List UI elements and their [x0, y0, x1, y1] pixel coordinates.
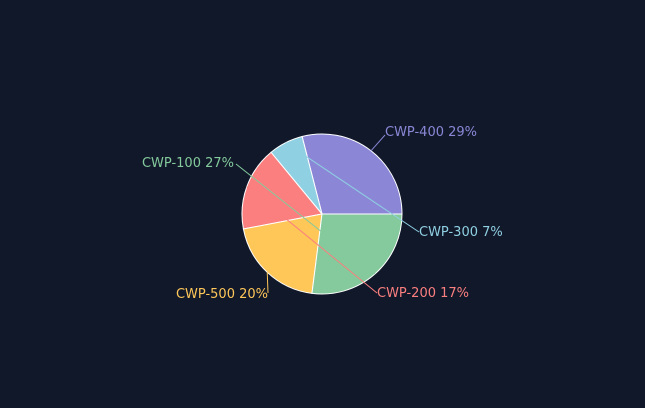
pie-label-leader-line [285, 142, 420, 233]
pie-label-leader-line [266, 272, 269, 294]
pie-label-leader-line [370, 134, 386, 152]
pie-slice-label: CWP-500 20% [176, 287, 268, 302]
pie-labels: CWP-400 29% CWP-300 7% CWP-200 17% CWP-500 … [142, 125, 503, 302]
pie-label-leader-line [235, 163, 376, 275]
pie-slice[interactable] [242, 213, 323, 294]
pie-slice-label: CWP-300 7% [419, 225, 503, 240]
pie-slice-label: CWP-400 29% [385, 125, 477, 140]
pie-slice[interactable] [311, 213, 403, 295]
pie-slices [241, 133, 403, 295]
pie-label-leader-line [246, 186, 378, 294]
pie-slice-label: CWP-100 27% [142, 156, 234, 171]
pie-slice-label: CWP-200 17% [377, 286, 469, 301]
